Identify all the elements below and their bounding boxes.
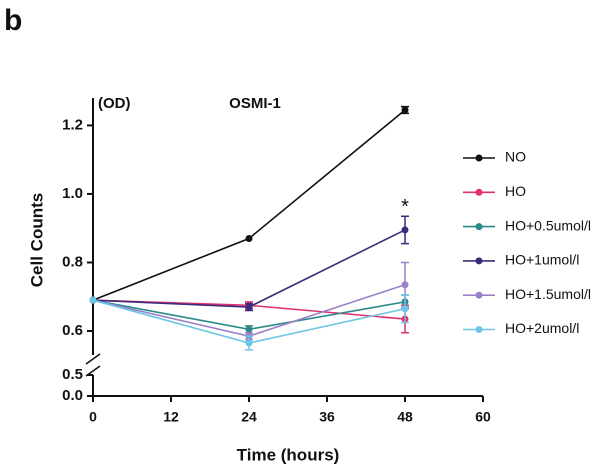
legend-marker xyxy=(475,326,483,333)
legend-marker xyxy=(475,257,483,265)
x-tick-label: 60 xyxy=(475,409,491,425)
legend-marker xyxy=(475,223,483,231)
data-point xyxy=(89,296,97,304)
x-tick-label: 36 xyxy=(319,409,335,425)
axis-break xyxy=(85,353,101,365)
data-point xyxy=(245,234,253,242)
legend-label: HO+2umol/l xyxy=(505,320,579,336)
legend-marker xyxy=(475,154,483,162)
legend-label: HO+1umol/l xyxy=(505,252,579,268)
legend-label: HO+0.5umol/l xyxy=(505,217,591,233)
x-tick-label: 48 xyxy=(397,409,413,425)
data-point xyxy=(401,305,409,313)
panel-label: b xyxy=(4,4,22,37)
y-tick-label: 1.0 xyxy=(62,185,83,202)
x-tick-label: 0 xyxy=(89,409,97,425)
annotation: * xyxy=(401,196,409,218)
data-point xyxy=(401,106,409,114)
legend-label: HO xyxy=(505,183,526,199)
legend-label: NO xyxy=(505,149,526,165)
data-point xyxy=(245,303,253,311)
chart-title: OSMI-1 xyxy=(229,95,281,112)
data-point xyxy=(245,339,253,347)
y-axis-label: Cell Counts xyxy=(27,193,46,287)
y-tick-label: 0.6 xyxy=(62,322,83,339)
x-tick-label: 24 xyxy=(241,409,257,425)
legend-label: HO+1.5umol/l xyxy=(505,286,591,302)
x-axis-label: Time (hours) xyxy=(237,445,340,464)
y-unit: (OD) xyxy=(98,95,131,112)
data-point xyxy=(401,226,409,234)
x-tick-label: 12 xyxy=(163,409,179,425)
y-tick-label: 0.8 xyxy=(62,253,83,270)
y-tick-label: 1.2 xyxy=(62,116,83,133)
legend-marker xyxy=(475,188,483,196)
y-tick-label: 0.5 xyxy=(62,366,83,383)
data-point xyxy=(401,281,409,289)
y-tick-label: 0.0 xyxy=(62,387,83,404)
legend-marker xyxy=(475,291,483,299)
data-point xyxy=(245,325,253,333)
series-line xyxy=(92,109,406,301)
